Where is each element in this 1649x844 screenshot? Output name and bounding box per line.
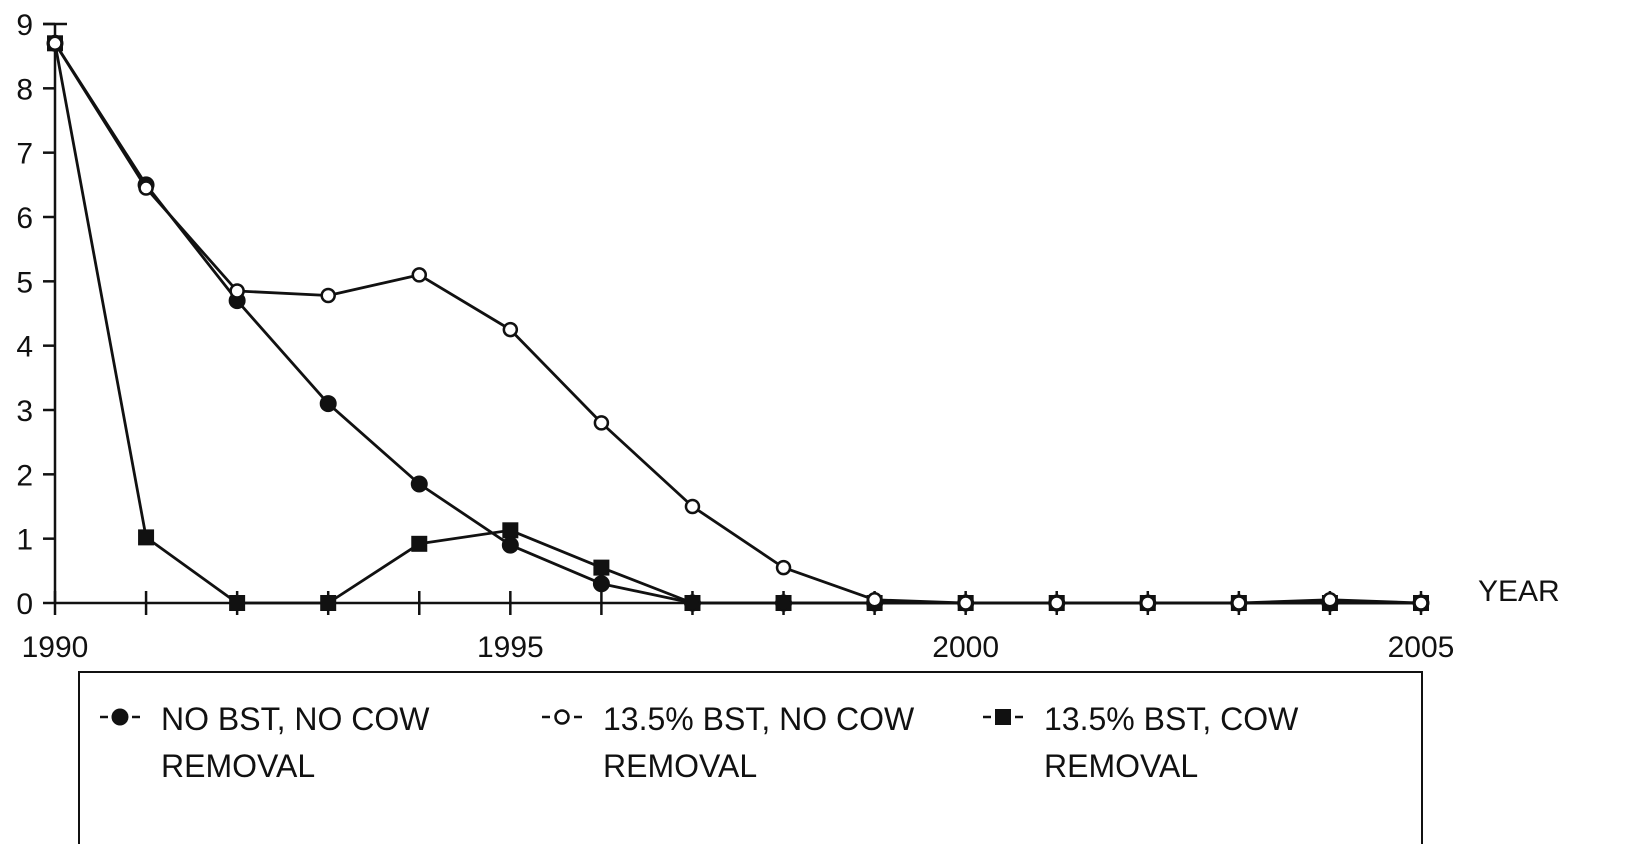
data-point [593, 559, 610, 576]
y-tick-label: 3 [16, 395, 33, 428]
data-point [683, 594, 701, 612]
legend-item: NO BST, NO COW REMOVAL [100, 701, 430, 784]
y-ticks: 0 1 2 3 4 5 6 7 8 9 [16, 9, 67, 621]
data-point [775, 594, 793, 612]
y-tick-label: 9 [16, 9, 33, 42]
y-tick-label: 0 [16, 588, 33, 621]
data-point [866, 592, 883, 608]
legend-label: REMOVAL [1044, 748, 1198, 784]
x-tick-label: 2000 [932, 631, 999, 664]
series-line [53, 42, 1421, 605]
legend-label: 13.5% BST, COW [1044, 701, 1299, 737]
legend-label: REMOVAL [603, 748, 757, 784]
x-tick-label: 1995 [477, 631, 544, 664]
series-line [53, 43, 1421, 605]
series-layer [46, 34, 1430, 612]
data-point [229, 595, 246, 611]
x-tick-label: 1990 [22, 631, 89, 664]
data-point [592, 575, 610, 593]
data-point [593, 415, 610, 431]
series-line [53, 42, 1422, 605]
legend-marker [111, 708, 129, 726]
data-point [1140, 595, 1156, 611]
legend-box [78, 671, 1423, 844]
legend-item: 13.5% BST, NO COW REMOVAL [542, 701, 915, 784]
data-point [47, 35, 63, 52]
y-tick-label: 4 [16, 331, 33, 364]
series-3 [47, 35, 1429, 611]
data-point [502, 522, 519, 539]
data-point [1231, 595, 1247, 611]
y-tick-label: 5 [16, 266, 33, 299]
data-point [957, 595, 974, 611]
data-point [319, 395, 337, 413]
series-1 [46, 34, 1430, 612]
data-point [320, 287, 336, 304]
data-point [1413, 595, 1429, 611]
y-tick-label: 6 [16, 202, 33, 235]
legend-marker [554, 709, 570, 725]
y-tick-label: 1 [16, 524, 33, 557]
legend: NO BST, NO COW REMOVAL 13.5% BST, NO COW RE… [78, 671, 1423, 844]
data-point [1048, 595, 1065, 611]
series-2 [47, 35, 1429, 611]
data-point [320, 595, 337, 611]
legend-marker [995, 709, 1011, 725]
x-tick-label: 2005 [1388, 631, 1455, 664]
data-point [138, 529, 155, 546]
x-axis-label: YEAR [1478, 575, 1560, 608]
legend-label: NO BST, NO COW [161, 701, 430, 737]
data-point [410, 475, 428, 493]
y-tick-label: 2 [16, 459, 33, 492]
axes: YEAR [53, 24, 1560, 608]
data-point [229, 283, 245, 299]
data-point [411, 535, 428, 552]
data-point [775, 559, 792, 576]
data-point [501, 536, 519, 554]
data-point [502, 321, 519, 338]
data-point [411, 267, 428, 283]
legend-item: 13.5% BST, COW REMOVAL [983, 701, 1299, 784]
data-point [684, 498, 701, 515]
y-tick-label: 7 [16, 138, 33, 171]
data-point [1322, 592, 1338, 608]
y-tick-label: 8 [16, 73, 33, 106]
legend-label: 13.5% BST, NO COW [603, 701, 915, 737]
legend-label: REMOVAL [161, 748, 315, 784]
data-point [138, 180, 154, 196]
